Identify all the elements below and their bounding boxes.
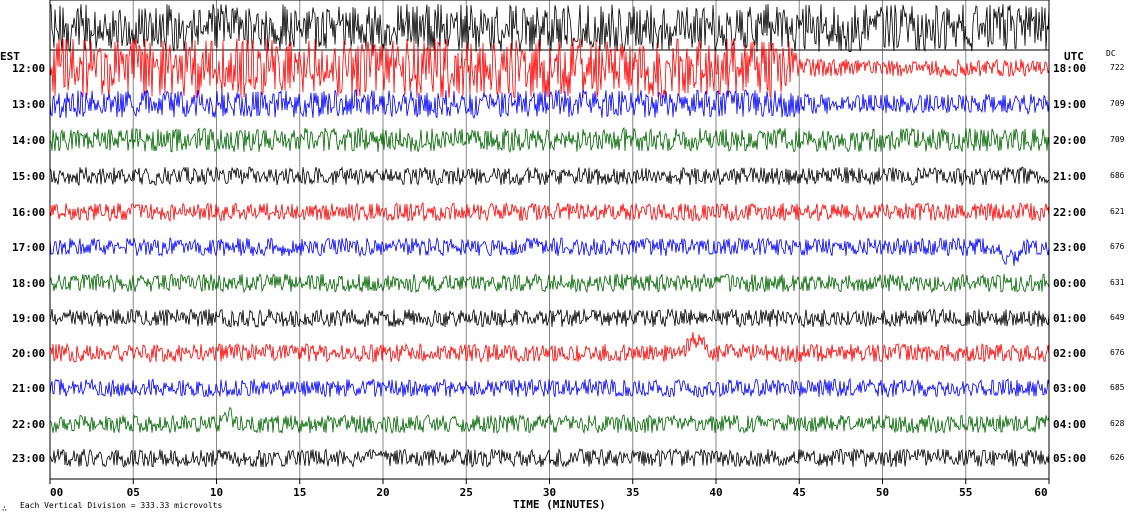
trace-line	[49, 406, 1050, 435]
row-labels: 12:00 18:00 722 13:00 19:00 709 14:00 20:00 709 1…	[12, 62, 1125, 465]
utc-hour-label: 22:00	[1053, 206, 1086, 219]
dc-value-label: 685	[1110, 383, 1125, 392]
est-hour-label: 17:00	[12, 241, 45, 254]
x-tick-label: 10	[210, 486, 223, 499]
utc-hour-label: 19:00	[1053, 98, 1086, 111]
dc-value-label: 626	[1110, 453, 1125, 462]
utc-hour-label: 01:00	[1053, 312, 1086, 325]
dc-value-label: 628	[1110, 419, 1125, 428]
utc-hour-label: 03:00	[1053, 382, 1086, 395]
trace-line	[49, 272, 1050, 294]
trace-line	[49, 166, 1050, 187]
dc-value-label: 709	[1110, 135, 1125, 144]
est-hour-label: 13:00	[12, 98, 45, 111]
trace-line	[49, 3, 1050, 54]
footer-scale-note: Each Vertical Division = 333.33 microvol…	[20, 501, 222, 510]
dc-value-label: 722	[1110, 63, 1125, 72]
dc-value-label: 709	[1110, 99, 1125, 108]
footer-mark: ∴	[2, 504, 7, 513]
x-tick-label: 40	[709, 486, 722, 499]
dc-value-label: 631	[1110, 278, 1125, 287]
est-hour-label: 14:00	[12, 134, 45, 147]
trace-line	[49, 308, 1050, 329]
trace-line	[49, 201, 1050, 223]
x-tick-label: 60	[1034, 486, 1047, 499]
x-tick-label: 00	[50, 486, 63, 499]
x-tick-label: 50	[876, 486, 889, 499]
utc-hour-label: 20:00	[1053, 134, 1086, 147]
x-axis-title: TIME (MINUTES)	[513, 498, 606, 511]
trace-line	[49, 447, 1050, 469]
x-axis-ticks: 00 05 10 15 20 25 30 35 40 45 50 55 60	[49, 479, 1050, 499]
dc-value-label: 676	[1110, 242, 1125, 251]
right-timezone-label: UTC	[1064, 50, 1084, 63]
x-tick-label: 30	[543, 486, 556, 499]
trace-group	[49, 3, 1050, 469]
x-tick-label: 05	[127, 486, 140, 499]
utc-hour-label: 23:00	[1053, 241, 1086, 254]
dc-value-label: 621	[1110, 207, 1125, 216]
est-hour-label: 18:00	[12, 277, 45, 290]
dc-value-label: 686	[1110, 171, 1125, 180]
x-tick-label: 15	[293, 486, 306, 499]
dc-value-label: 676	[1110, 348, 1125, 357]
dc-header-label: DC	[1106, 49, 1116, 58]
x-tick-label: 25	[460, 486, 473, 499]
left-timezone-label: EST	[0, 50, 20, 63]
utc-hour-label: 18:00	[1053, 62, 1086, 75]
utc-hour-label: 00:00	[1053, 277, 1086, 290]
est-hour-label: 22:00	[12, 418, 45, 431]
utc-hour-label: 05:00	[1053, 452, 1086, 465]
trace-line	[49, 377, 1050, 398]
est-hour-label: 15:00	[12, 170, 45, 183]
trace-line	[49, 88, 1050, 120]
trace-line	[49, 236, 1050, 267]
trace-line	[49, 38, 1050, 100]
utc-hour-label: 04:00	[1053, 418, 1086, 431]
est-hour-label: 16:00	[12, 206, 45, 219]
x-tick-label: 55	[959, 486, 972, 499]
trace-line	[49, 332, 1050, 364]
trace-line	[49, 126, 1050, 154]
utc-hour-label: 02:00	[1053, 347, 1086, 360]
est-hour-label: 12:00	[12, 62, 45, 75]
est-hour-label: 19:00	[12, 312, 45, 325]
x-tick-label: 45	[793, 486, 806, 499]
est-hour-label: 23:00	[12, 452, 45, 465]
est-hour-label: 20:00	[12, 347, 45, 360]
x-tick-label: 20	[376, 486, 389, 499]
utc-hour-label: 21:00	[1053, 170, 1086, 183]
dc-value-label: 649	[1110, 313, 1125, 322]
x-tick-label: 35	[626, 486, 639, 499]
est-hour-label: 21:00	[12, 382, 45, 395]
